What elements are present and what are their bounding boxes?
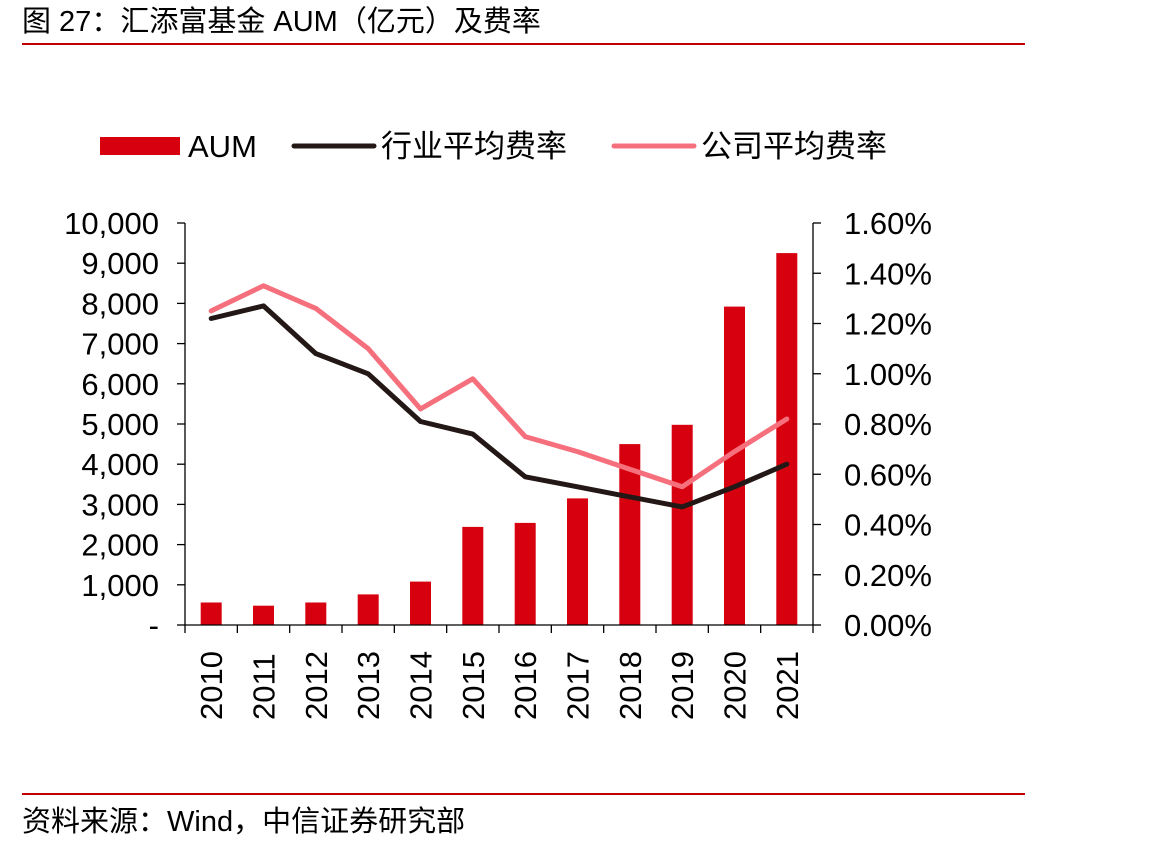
aum-bar-2015: [462, 526, 484, 625]
aum-bar-2020: [724, 306, 745, 625]
right-tick-label: 1.40%: [844, 256, 932, 291]
left-tick-label: 5,000: [81, 407, 159, 442]
left-tick-label: 9,000: [81, 246, 159, 281]
legend-label-industry: 行业平均费率: [381, 129, 567, 164]
left-tick-label: 10,000: [64, 206, 159, 241]
x-tick-label-2012: 2012: [299, 651, 334, 720]
right-tick-label: 1.60%: [844, 206, 932, 241]
right-tick-label: 0.40%: [844, 508, 932, 543]
source-rule: [22, 793, 1025, 795]
x-tick-label-2014: 2014: [404, 651, 439, 720]
x-tick-label-2018: 2018: [613, 651, 648, 720]
right-tick-label: 0.60%: [844, 457, 932, 492]
chart-axes: [177, 222, 821, 633]
x-tick-label-2021: 2021: [770, 651, 805, 720]
x-tick-label-2019: 2019: [665, 651, 700, 720]
legend-label-aum: AUM: [188, 129, 257, 164]
left-tick-label: -: [149, 608, 159, 643]
right-tick-label: 0.80%: [844, 407, 932, 442]
x-tick-label-2016: 2016: [508, 651, 543, 720]
aum-bar-2019: [671, 424, 693, 625]
aum-bar-2010: [200, 602, 222, 625]
aum-bar-2012: [305, 602, 327, 625]
aum-bar-2014: [410, 581, 431, 625]
x-tick-label-2013: 2013: [351, 651, 386, 720]
x-tick-label-2020: 2020: [718, 651, 753, 720]
left-tick-label: 7,000: [81, 327, 159, 362]
aum-bar-2017: [567, 498, 588, 625]
aum-bars: [200, 253, 798, 625]
left-tick-label: 2,000: [81, 528, 159, 563]
figure-source: 资料来源：Wind，中信证券研究部: [22, 806, 466, 838]
right-tick-label: 1.20%: [844, 307, 932, 342]
x-tick-label-2017: 2017: [561, 651, 596, 720]
x-tick-label-2011: 2011: [247, 653, 282, 720]
left-tick-label: 4,000: [81, 447, 159, 482]
aum-bar-2011: [253, 605, 274, 625]
figure-title: 图 27：汇添富基金 AUM（亿元）及费率: [22, 6, 541, 38]
left-tick-label: 1,000: [81, 568, 159, 603]
x-tick-label-2010: 2010: [194, 651, 229, 720]
chart-legend: AUM 行业平均费率 公司平均费率: [100, 129, 887, 164]
left-tick-label: 3,000: [81, 487, 159, 522]
x-tick-label-2015: 2015: [456, 651, 491, 720]
company-fee-line: [208, 283, 790, 490]
aum-bar-2018: [619, 444, 641, 625]
right-tick-label: 1.00%: [844, 357, 932, 392]
title-rule: [22, 43, 1025, 45]
left-tick-label: 8,000: [81, 286, 159, 321]
aum-bar-2021: [776, 253, 798, 625]
right-tick-label: 0.00%: [844, 608, 932, 643]
legend-label-company: 公司平均费率: [701, 129, 887, 164]
aum-bar-2013: [357, 594, 379, 625]
fee-lines: [208, 283, 790, 510]
left-tick-label: 6,000: [81, 367, 159, 402]
right-tick-label: 0.20%: [844, 558, 932, 593]
legend-swatch-aum: [100, 137, 180, 155]
tick-labels: - 1,000 2,000 3,000 4,000 5,000 6,000 7,000 8,00…: [64, 206, 932, 720]
industry-fee-line: [208, 303, 790, 510]
aum-bar-2016: [514, 522, 536, 625]
